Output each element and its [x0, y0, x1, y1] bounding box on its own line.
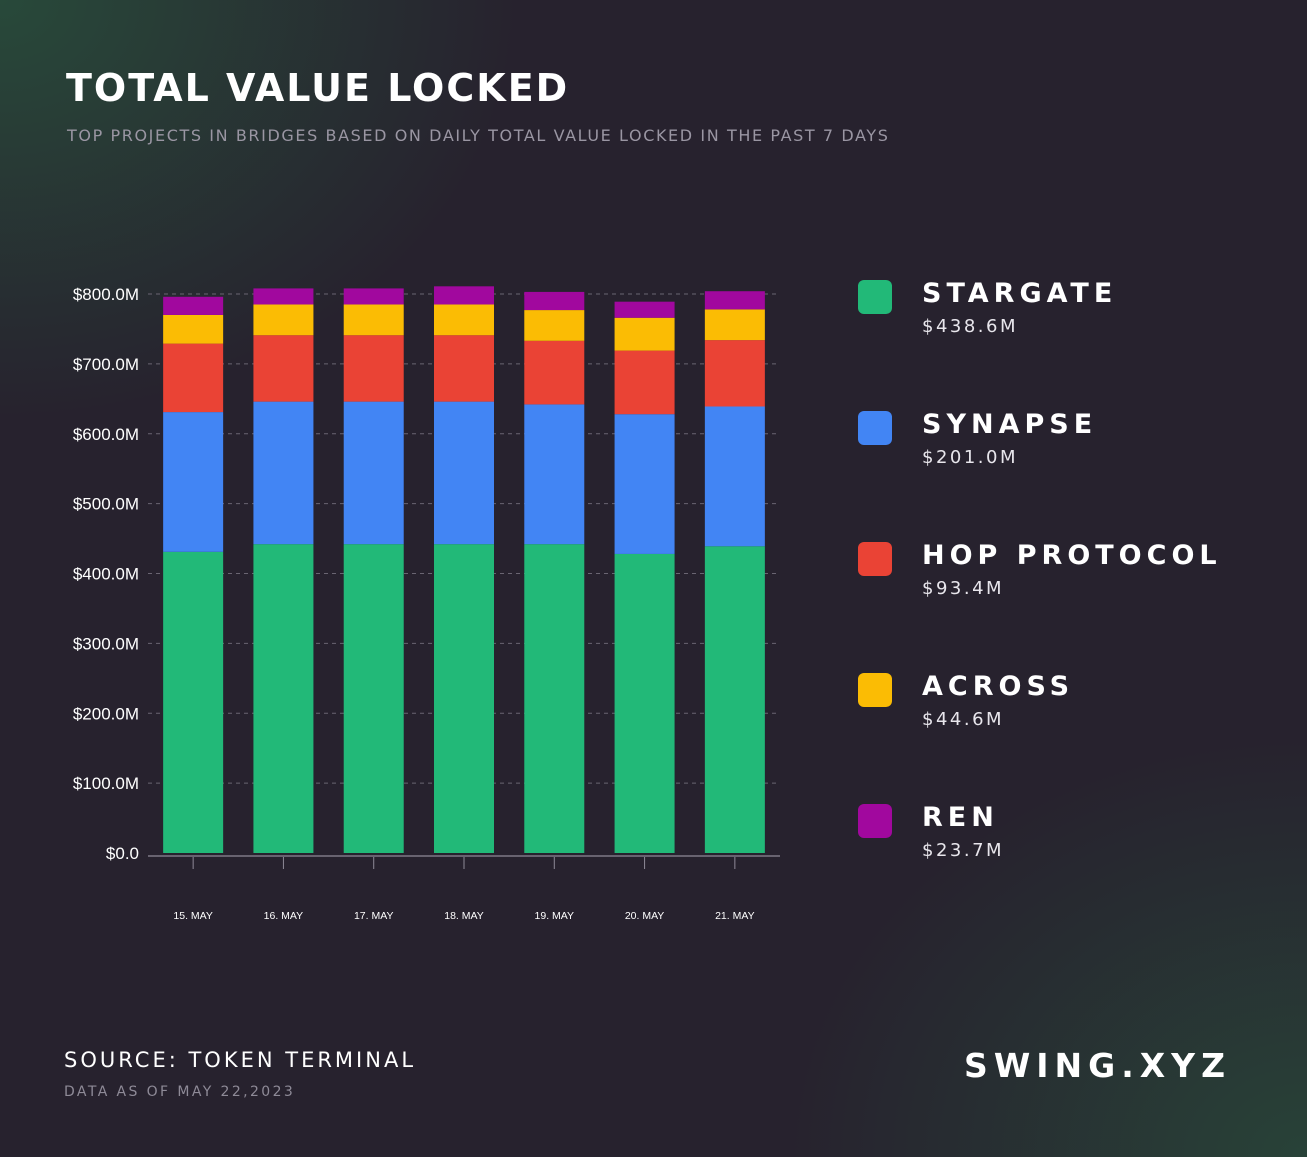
- legend-item-stargate: STARGATE $438.6M: [858, 278, 1278, 409]
- bar-segment-across: [524, 310, 585, 341]
- legend-value: $201.0M: [922, 447, 1019, 468]
- legend-swatch-stargate: [858, 280, 892, 314]
- legend-name: ACROSS: [922, 671, 1075, 702]
- bar-segment-stargate: [253, 544, 314, 853]
- y-tick-label: $800.0M: [73, 285, 139, 304]
- bar-segment-synapse: [614, 414, 675, 554]
- bar-segment-hop-protocol: [343, 335, 404, 402]
- y-tick-label: $0.0: [106, 844, 139, 863]
- legend-name: HOP PROTOCOL: [922, 540, 1222, 571]
- bar-segment-ren: [434, 286, 494, 305]
- bar-segment-ren: [253, 288, 314, 305]
- y-tick-label: $600.0M: [73, 425, 139, 444]
- x-tick-label: 15. MAY: [173, 910, 213, 922]
- bar-segment-hop-protocol: [253, 335, 314, 402]
- legend-value: $44.6M: [922, 709, 1005, 730]
- bar-segment-across: [343, 304, 404, 336]
- legend-item-across: ACROSS $44.6M: [858, 671, 1278, 802]
- legend-item-hop-protocol: HOP PROTOCOL $93.4M: [858, 540, 1278, 671]
- bar-segment-hop-protocol: [704, 340, 765, 407]
- bar-segment-stargate: [434, 544, 494, 853]
- bar-segment-synapse: [704, 406, 765, 547]
- chart-subtitle: TOP PROJECTS IN BRIDGES BASED ON DAILY T…: [67, 126, 890, 145]
- legend-item-ren: REN $23.7M: [858, 802, 1278, 933]
- bar-segment-stargate: [614, 553, 675, 853]
- bar-segment-stargate: [343, 544, 404, 853]
- bar-segment-ren: [614, 301, 675, 318]
- x-tick-label: 17. MAY: [354, 910, 394, 922]
- bar-segment-across: [614, 317, 675, 351]
- bar-segment-hop-protocol: [614, 350, 675, 415]
- bar-segment-hop-protocol: [163, 343, 224, 413]
- legend-name: SYNAPSE: [922, 409, 1098, 440]
- bar-segment-synapse: [524, 404, 585, 545]
- x-tick-label: 16. MAY: [264, 910, 304, 922]
- bar-segment-hop-protocol: [524, 340, 585, 405]
- bar-segment-across: [253, 304, 314, 336]
- bar-segment-synapse: [253, 401, 314, 545]
- bar-segment-across: [163, 314, 224, 344]
- bar-segment-hop-protocol: [434, 335, 494, 402]
- legend-value: $23.7M: [922, 840, 1005, 861]
- y-tick-label: $700.0M: [73, 355, 139, 374]
- bar-segment-ren: [163, 296, 224, 315]
- bar-segment-ren: [343, 288, 404, 305]
- brand-logo-text: SWING.XYZ: [964, 1046, 1231, 1085]
- legend-item-synapse: SYNAPSE $201.0M: [858, 409, 1278, 540]
- x-tick-label: 19. MAY: [535, 910, 575, 922]
- bar-segment-ren: [704, 291, 765, 310]
- legend-swatch-hop-protocol: [858, 542, 892, 576]
- legend-swatch-ren: [858, 804, 892, 838]
- bar-segment-synapse: [163, 412, 224, 552]
- y-tick-label: $400.0M: [73, 565, 139, 584]
- legend-name: STARGATE: [922, 278, 1118, 309]
- legend-value: $438.6M: [922, 316, 1019, 337]
- legend-name: REN: [922, 802, 999, 833]
- bar-segment-across: [434, 304, 494, 336]
- bar-segment-across: [704, 309, 765, 341]
- legend-value: $93.4M: [922, 578, 1005, 599]
- bar-segment-stargate: [524, 544, 585, 853]
- y-tick-label: $200.0M: [73, 704, 139, 723]
- bar-segment-synapse: [434, 401, 494, 545]
- bar-segment-stargate: [163, 551, 224, 853]
- y-tick-label: $300.0M: [73, 634, 139, 653]
- bar-segment-stargate: [704, 546, 765, 853]
- y-tick-label: $500.0M: [73, 495, 139, 514]
- source-label: SOURCE: TOKEN TERMINAL: [64, 1048, 417, 1072]
- chart-title: TOTAL VALUE LOCKED: [66, 66, 570, 110]
- legend: STARGATE $438.6M SYNAPSE $201.0M HOP PRO…: [858, 278, 1278, 933]
- x-tick-label: 20. MAY: [625, 910, 665, 922]
- x-tick-label: 21. MAY: [715, 910, 755, 922]
- y-tick-label: $100.0M: [73, 774, 139, 793]
- x-tick-label: 18. MAY: [444, 910, 484, 922]
- bar-segment-ren: [524, 291, 585, 311]
- data-as-of-label: DATA AS OF MAY 22,2023: [64, 1084, 296, 1100]
- legend-swatch-synapse: [858, 411, 892, 445]
- bar-segment-synapse: [343, 401, 404, 545]
- legend-swatch-across: [858, 673, 892, 707]
